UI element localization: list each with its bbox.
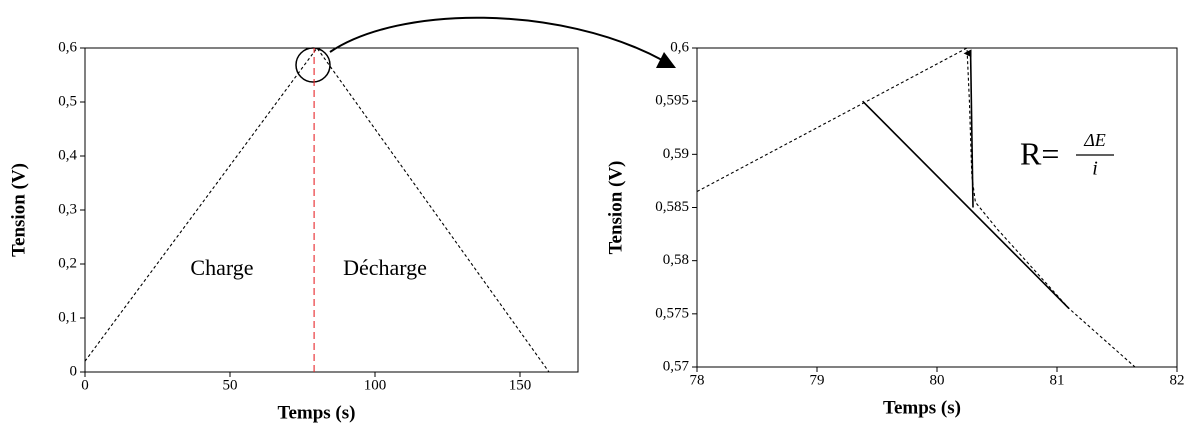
y-tick-label: 0,575 bbox=[655, 305, 689, 321]
x-tick-label: 78 bbox=[690, 372, 705, 388]
dashed-line bbox=[696, 47, 1136, 368]
y-tick-label: 0,58 bbox=[663, 252, 689, 268]
x-tick-label: 79 bbox=[810, 372, 825, 388]
connector-arrowhead bbox=[656, 52, 676, 68]
plot-frame bbox=[696, 47, 1178, 368]
x-tick-label: 80 bbox=[930, 372, 945, 388]
x-tick-label: 100 bbox=[364, 377, 387, 393]
y-tick-label: 0,595 bbox=[655, 93, 689, 109]
y-tick-label: 0,6 bbox=[58, 39, 77, 55]
x-axis-label: Temps (s) bbox=[278, 402, 356, 423]
y-tick-label: 0,2 bbox=[58, 255, 77, 271]
connector-arrow bbox=[329, 16, 663, 61]
x-tick-label: 81 bbox=[1050, 372, 1065, 388]
solid-line bbox=[963, 49, 974, 208]
y-tick-label: 0,1 bbox=[58, 309, 77, 325]
x-tick-label: 0 bbox=[81, 377, 89, 393]
annotation: Décharge bbox=[343, 255, 427, 280]
y-tick-label: 0,59 bbox=[663, 146, 689, 162]
formula-r: R= bbox=[1020, 135, 1059, 171]
y-axis-label: Tension (V) bbox=[605, 161, 626, 255]
y-axis-label: Tension (V) bbox=[8, 163, 29, 257]
solid-line bbox=[862, 100, 1070, 310]
x-tick-label: 50 bbox=[223, 377, 238, 393]
y-tick-label: 0,6 bbox=[670, 39, 689, 55]
y-tick-label: 0,4 bbox=[58, 147, 77, 163]
formula-denominator: i bbox=[1092, 158, 1098, 180]
y-tick-label: 0,57 bbox=[663, 358, 690, 374]
y-tick-label: 0,5 bbox=[58, 93, 77, 109]
zoom-circle bbox=[295, 47, 331, 83]
x-axis-label: Temps (s) bbox=[883, 397, 961, 418]
plot-frame bbox=[84, 47, 579, 373]
y-tick-label: 0,585 bbox=[655, 199, 689, 215]
x-tick-label: 82 bbox=[1170, 372, 1185, 388]
annotation: Charge bbox=[190, 255, 253, 280]
x-tick-label: 150 bbox=[509, 377, 532, 393]
y-tick-label: 0,3 bbox=[58, 201, 77, 217]
y-tick-label: 0 bbox=[70, 363, 78, 379]
dashed-line bbox=[84, 47, 550, 373]
formula-numerator: ΔE bbox=[1083, 130, 1106, 150]
